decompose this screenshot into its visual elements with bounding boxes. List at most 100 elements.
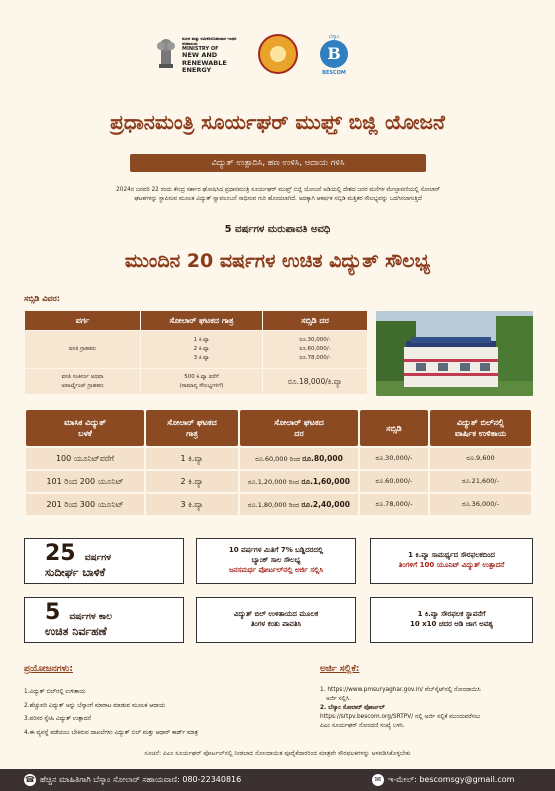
usage-table: ಮಾಸಿಕ ವಿದ್ಯುತ್ ಬಳಕೆ ಸೋಲಾರ್ ಘಟಕದ ಗಾತ್ರ ಸೋ… xyxy=(24,408,533,517)
list-item: 1.ವಿದ್ಯುತ್ ಬಿಲ್‌ನಲ್ಲಿ ಉಳಿತಾಯ xyxy=(24,689,86,695)
feature-box-space: 1 ಕಿ.ವ್ಯಾ ಸೌರಫಲಕ ಸ್ಥಾಪನೆಗೆ 10 x10 ಚದರ ಅಡ… xyxy=(370,597,533,643)
col-size: ಸೋಲಾರ್ ಘಟಕದ ಗಾತ್ರ xyxy=(146,410,238,446)
apply-instructions: 1. https://www.pmsuryaghar.gov.in/ ವೆಬ್‌… xyxy=(320,686,535,731)
free-power-heading: ಮುಂದಿನ 20 ವರ್ಷಗಳ ಉಚಿತ ವಿದ್ಯುತ್ ಸೌಲಭ್ಯ xyxy=(124,250,431,272)
bescom-label: BESCOM xyxy=(322,70,346,76)
apply-heading: ಅರ್ಜಿ ಸಲ್ಲಿಕೆ: xyxy=(320,664,360,674)
col-subsidy: ಸಬ್ಸಿಡಿ xyxy=(360,410,428,446)
col-saving: ವಿದ್ಯುತ್ ಬಿಲ್‌ನಲ್ಲಿ ವಾರ್ಷಿಕ ಉಳಿತಾಯ xyxy=(430,410,531,446)
feature-line: 10 ವರ್ಷಗಳ ಮಿತಿಗೆ 7% ಬಡ್ಡಿದರದಲ್ಲಿ xyxy=(228,546,324,554)
col-usage: ಮಾಸಿಕ ವಿದ್ಯುತ್ ಬಳಕೆ xyxy=(26,410,144,446)
feature-line: 10 x10 ಚದರ ಅಡಿ ಜಾಗ ಅವಶ್ಯ xyxy=(409,620,494,628)
usage-table-header: ಮಾಸಿಕ ವಿದ್ಯುತ್ ಬಳಕೆ ಸೋಲಾರ್ ಘಟಕದ ಗಾತ್ರ ಸೋ… xyxy=(26,410,531,446)
cost-cell: ರೂ.1,20,000 ರಿಂದ ರೂ.1,60,000 xyxy=(240,471,358,492)
size-cell: 3 ಕಿ.ವ್ಯಾ xyxy=(146,494,238,515)
size-cell: 1 ಕಿ.ವ್ಯಾ 2 ಕಿ.ವ್ಯಾ 3 ಕಿ.ವ್ಯಾ xyxy=(140,330,263,369)
category-line: ಅಪಾರ್ಟ್ಮೆಂಟ್ ಗ್ರಾಹಕರು xyxy=(61,382,104,389)
saving-cell: ರೂ.36,000/- xyxy=(430,494,531,515)
col-category: ವರ್ಗ xyxy=(24,310,141,331)
rate-cell: ರೂ.18,000/ಕಿ.ವ್ಯಾ xyxy=(262,368,368,395)
rate-cell: ರೂ.30,000/- ರೂ.60,000/- ರೂ.78,000/- xyxy=(262,330,368,369)
feature-line: ತಿಂಗಳ ಕಂತು ಪಾವತಿಸಿ xyxy=(250,620,302,628)
feature-box-generation: 1 ಕಿ.ವ್ಯಾ ಸಾಮರ್ಥ್ಯದ ಸೌರಫಲಕದಿಂದ ತಿಂಗಳಿಗೆ … xyxy=(370,538,533,584)
usage-cell: 100 ಯೂನಿಟ್‌ವರೆಗೆ xyxy=(26,448,144,469)
col-cost: ಸೋಲಾರ್ ಘಟಕದ ದರ xyxy=(240,410,358,446)
size-value: 2 ಕಿ.ವ್ಯಾ xyxy=(193,346,210,352)
saving-cell: ರೂ.21,600/- xyxy=(430,471,531,492)
size-line: 500 ಕಿ.ವ್ಯಾ ವರೆಗೆ xyxy=(184,373,219,380)
subsidy-heading: ಸಬ್ಸಿಡಿ ವಿವರ: xyxy=(24,294,60,303)
feature-number: 25 xyxy=(45,541,76,566)
notice-text: ಸೂಚನೆ: ಪಿಎಂ ಸೂರ್ಯಘರ್ ಪೋರ್ಟಲ್‌ನಲ್ಲಿ ನೀಡಲಾ… xyxy=(144,750,411,757)
feature-label: ಉಚಿತ ನಿರ್ವಹಣೆ xyxy=(45,625,107,638)
col-size: ಸೋಲಾರ್ ಘಟಕದ ಗಾತ್ರ xyxy=(140,310,263,331)
email-contact: ✉ ಇ-ಮೇಲ್: bescomsgy@gmail.com xyxy=(372,774,514,786)
ministry-kannada: ನವೀನ ಮತ್ತು ನವೀಕರಿಸಬಹುದಾದ ಇಂಧನ ಸಚಿವಾಲಯ xyxy=(182,36,237,46)
header-line: ವಾರ್ಷಿಕ ಉಳಿತಾಯ xyxy=(454,429,507,438)
karnataka-seal-icon xyxy=(258,34,298,74)
category-cell: ವಸತಿ ಸಂಕೀರ್ಣ ಅಥವಾ ಅಪಾರ್ಟ್ಮೆಂಟ್ ಗ್ರಾಹಕರು xyxy=(24,368,141,395)
col-rate: ಸಬ್ಸಿಡಿ ದರ xyxy=(262,310,368,331)
header-line: ವಿದ್ಯುತ್ ಬಿಲ್‌ನಲ್ಲಿ xyxy=(456,418,505,427)
feature-line: 1 ಕಿ.ವ್ಯಾ ಸೌರಫಲಕ ಸ್ಥಾಪನೆಗೆ xyxy=(417,610,486,618)
header-line: ಸೋಲಾರ್ ಘಟಕದ xyxy=(167,418,217,427)
phone-icon: ☎ xyxy=(24,774,36,786)
usage-cell: 101 ರಿಂದ 200 ಯೂನಿಟ್ xyxy=(26,471,144,492)
feature-space-content: 1 ಕಿ.ವ್ಯಾ ಸೌರಫಲಕ ಸ್ಥಾಪನೆಗೆ 10 x10 ಚದರ ಅಡ… xyxy=(375,609,528,629)
feature-line: ಜನಸಮರ್ಥ ಪೋರ್ಟಲ್‌ನಲ್ಲಿ ಅರ್ಜಿ ಸಲ್ಲಿಸಿ xyxy=(228,566,324,574)
size-cell: 500 ಕಿ.ವ್ಯಾ ವರೆಗೆ (ಸಾಮಾನ್ಯ ಸೌಲಭ್ಯಗಳಿಗೆ) xyxy=(140,368,263,395)
repayment-heading: 5 ವರ್ಷಗಳ ಮರುಪಾವತಿ ಅವಧಿ xyxy=(224,224,331,235)
size-cell: 1 ಕಿ.ವ್ಯಾ xyxy=(146,448,238,469)
feature-unit: ವರ್ಷಗಳ ಕಾಲ xyxy=(69,612,112,622)
national-emblem-icon xyxy=(157,39,175,68)
feature-installment-content: ವಿದ್ಯುತ್ ಬಿಲ್ ಉಳಿತಾಯದ ಮೂಲಕ ತಿಂಗಳ ಕಂತು ಪಾ… xyxy=(201,609,351,629)
rate-value: ರೂ.30,000/- xyxy=(299,337,331,343)
subsidy-table: ವರ್ಗ ಸೋಲಾರ್ ಘಟಕದ ಗಾತ್ರ ಸಬ್ಸಿಡಿ ದರ ವಸತಿ ಗ… xyxy=(24,310,368,395)
rate-value: ರೂ.60,000/- xyxy=(299,346,331,352)
header-logos: ನವೀನ ಮತ್ತು ನವೀಕರಿಸಬಹುದಾದ ಇಂಧನ ಸಚಿವಾಲಯ MI… xyxy=(150,34,410,78)
page-title: ಪ್ರಧಾನಮಂತ್ರಿ ಸೂರ್ಯಘರ್ ಮುಫ್ತ್ ಬಿಜ್ಲಿ ಯೋಜನ… xyxy=(110,110,445,134)
size-value: 3 ಕಿ.ವ್ಯಾ xyxy=(193,355,210,361)
feature-line: ಬ್ಯಾಂಕ್ ಸಾಲ ಸೌಲಭ್ಯ xyxy=(251,556,301,564)
subsidy-table-header: ವರ್ಗ ಸೋಲಾರ್ ಘಟಕದ ಗಾತ್ರ ಸಬ್ಸಿಡಿ ದರ xyxy=(24,310,368,331)
usage-cell: 201 ರಿಂದ 300 ಯೂನಿಟ್ xyxy=(26,494,144,515)
ministry-text: ನವೀನ ಮತ್ತು ನವೀಕರಿಸಬಹುದಾದ ಇಂಧನ ಸಚಿವಾಲಯ MI… xyxy=(182,36,252,75)
feature-lifespan-content: 25 ವರ್ಷಗಳ ಸುದೀರ್ಘ ಬಾಳಿಕೆ xyxy=(45,541,111,580)
table-row: 201 ರಿಂದ 300 ಯೂನಿಟ್ 3 ಕಿ.ವ್ಯಾ ರೂ.1,80,00… xyxy=(26,494,531,515)
list-item: 2.ಹೆಚ್ಚುವರಿ ವಿದ್ಯುತ್ ಅನ್ನು ಬೆಸ್ಕಾಂಗೆ ಮಾರ… xyxy=(24,702,166,709)
feature-box-loan: 10 ವರ್ಷಗಳ ಮಿತಿಗೆ 7% ಬಡ್ಡಿದರದಲ್ಲಿ ಬ್ಯಾಂಕ್… xyxy=(196,538,356,584)
benefits-list: 1.ವಿದ್ಯುತ್ ಬಿಲ್‌ನಲ್ಲಿ ಉಳಿತಾಯ 2.ಹೆಚ್ಚುವರಿ… xyxy=(24,686,284,740)
solar-house-photo xyxy=(376,311,533,396)
intro-text: 2024ರ ಜನವರಿ 22 ರಂದು ಕೇಂದ್ರ ಸರ್ಕಾರ ಘೋಷಿಸಿ… xyxy=(22,186,534,204)
feature-box-maintenance: 5 ವರ್ಷಗಳ ಕಾಲ ಉಚಿತ ನಿರ್ವಹಣೆ xyxy=(24,597,184,643)
mail-icon: ✉ xyxy=(372,774,384,786)
header-line: ಸೋಲಾರ್ ಘಟಕದ xyxy=(274,418,324,427)
apply-line: 2. ಬೆಸ್ಕಾಂ ಸೋಲಾರ್ ಪೋರ್ಟಲ್ xyxy=(320,705,385,711)
category-line: ವಸತಿ ಸಂಕೀರ್ಣ ಅಥವಾ xyxy=(61,373,104,380)
subsidy-cell: ರೂ.78,000/- xyxy=(360,494,428,515)
header-line: ಮಾಸಿಕ ವಿದ್ಯುತ್ xyxy=(64,418,106,427)
saving-cell: ರೂ.9,600 xyxy=(430,448,531,469)
cost-from: ರೂ.1,80,000 ರಿಂದ xyxy=(248,500,300,509)
feature-maintenance-content: 5 ವರ್ಷಗಳ ಕಾಲ ಉಚಿತ ನಿರ್ವಹಣೆ xyxy=(45,600,112,639)
cost-to: ರೂ.1,60,000 xyxy=(301,476,350,486)
header-line: ಗಾತ್ರ xyxy=(186,429,198,438)
header-line: ಸಬ್ಸಿಡಿ xyxy=(386,423,402,433)
apply-line: https://srtpv.bescom.org/SRTPV/ ನಲ್ಲಿ ಅರ… xyxy=(320,714,481,720)
size-cell: 2 ಕಿ.ವ್ಯಾ xyxy=(146,471,238,492)
apply-line: 1. https://www.pmsuryaghar.gov.in/ ವೆಬ್‌… xyxy=(320,687,481,693)
feature-box-installment: ವಿದ್ಯುತ್ ಬಿಲ್ ಉಳಿತಾಯದ ಮೂಲಕ ತಿಂಗಳ ಕಂತು ಪಾ… xyxy=(196,597,356,643)
feature-line: ತಿಂಗಳಿಗೆ 100 ಯೂನಿಟ್ ವಿದ್ಯುತ್ ಉತ್ಪಾದನೆ xyxy=(398,561,505,569)
cost-to: ರೂ.2,40,000 xyxy=(301,499,350,509)
table-row: 101 ರಿಂದ 200 ಯೂನಿಟ್ 2 ಕಿ.ವ್ಯಾ ರೂ.1,20,00… xyxy=(26,471,531,492)
intro-line-2: ಘಟಕಗಳನ್ನು ಸ್ಥಾಪಿಸುವ ಮೂಲಕ ವಿದ್ಯುತ್ ಸ್ವಾವಲ… xyxy=(134,196,422,202)
category-cell: ವಸತಿ ಗ್ರಾಹಕರು xyxy=(24,330,141,369)
subsidy-cell: ರೂ.60,000/- xyxy=(360,471,428,492)
feature-number: 5 xyxy=(45,600,61,625)
benefits-heading: ಪ್ರಯೋಜನಗಳು: xyxy=(24,664,73,674)
footer-bar: ☎ ಹೆಚ್ಚಿನ ಮಾಹಿತಿಗಾಗಿ ಬೆಸ್ಕಾಂ ಸೋಲಾರ್ ಸಹಾಯವ… xyxy=(0,769,555,791)
bescom-letter: B xyxy=(320,40,348,68)
list-item: 4.ಈ ವ್ಯವಸ್ಥೆ ಪಡೆಯಲು ಬೇಕಿರುವ ದಾಖಲೆಗಳು ವಿದ… xyxy=(24,729,198,736)
helpline: ☎ ಹೆಚ್ಚಿನ ಮಾಹಿತಿಗಾಗಿ ಬೆಸ್ಕಾಂ ಸೋಲಾರ್ ಸಹಾಯವ… xyxy=(24,774,241,786)
